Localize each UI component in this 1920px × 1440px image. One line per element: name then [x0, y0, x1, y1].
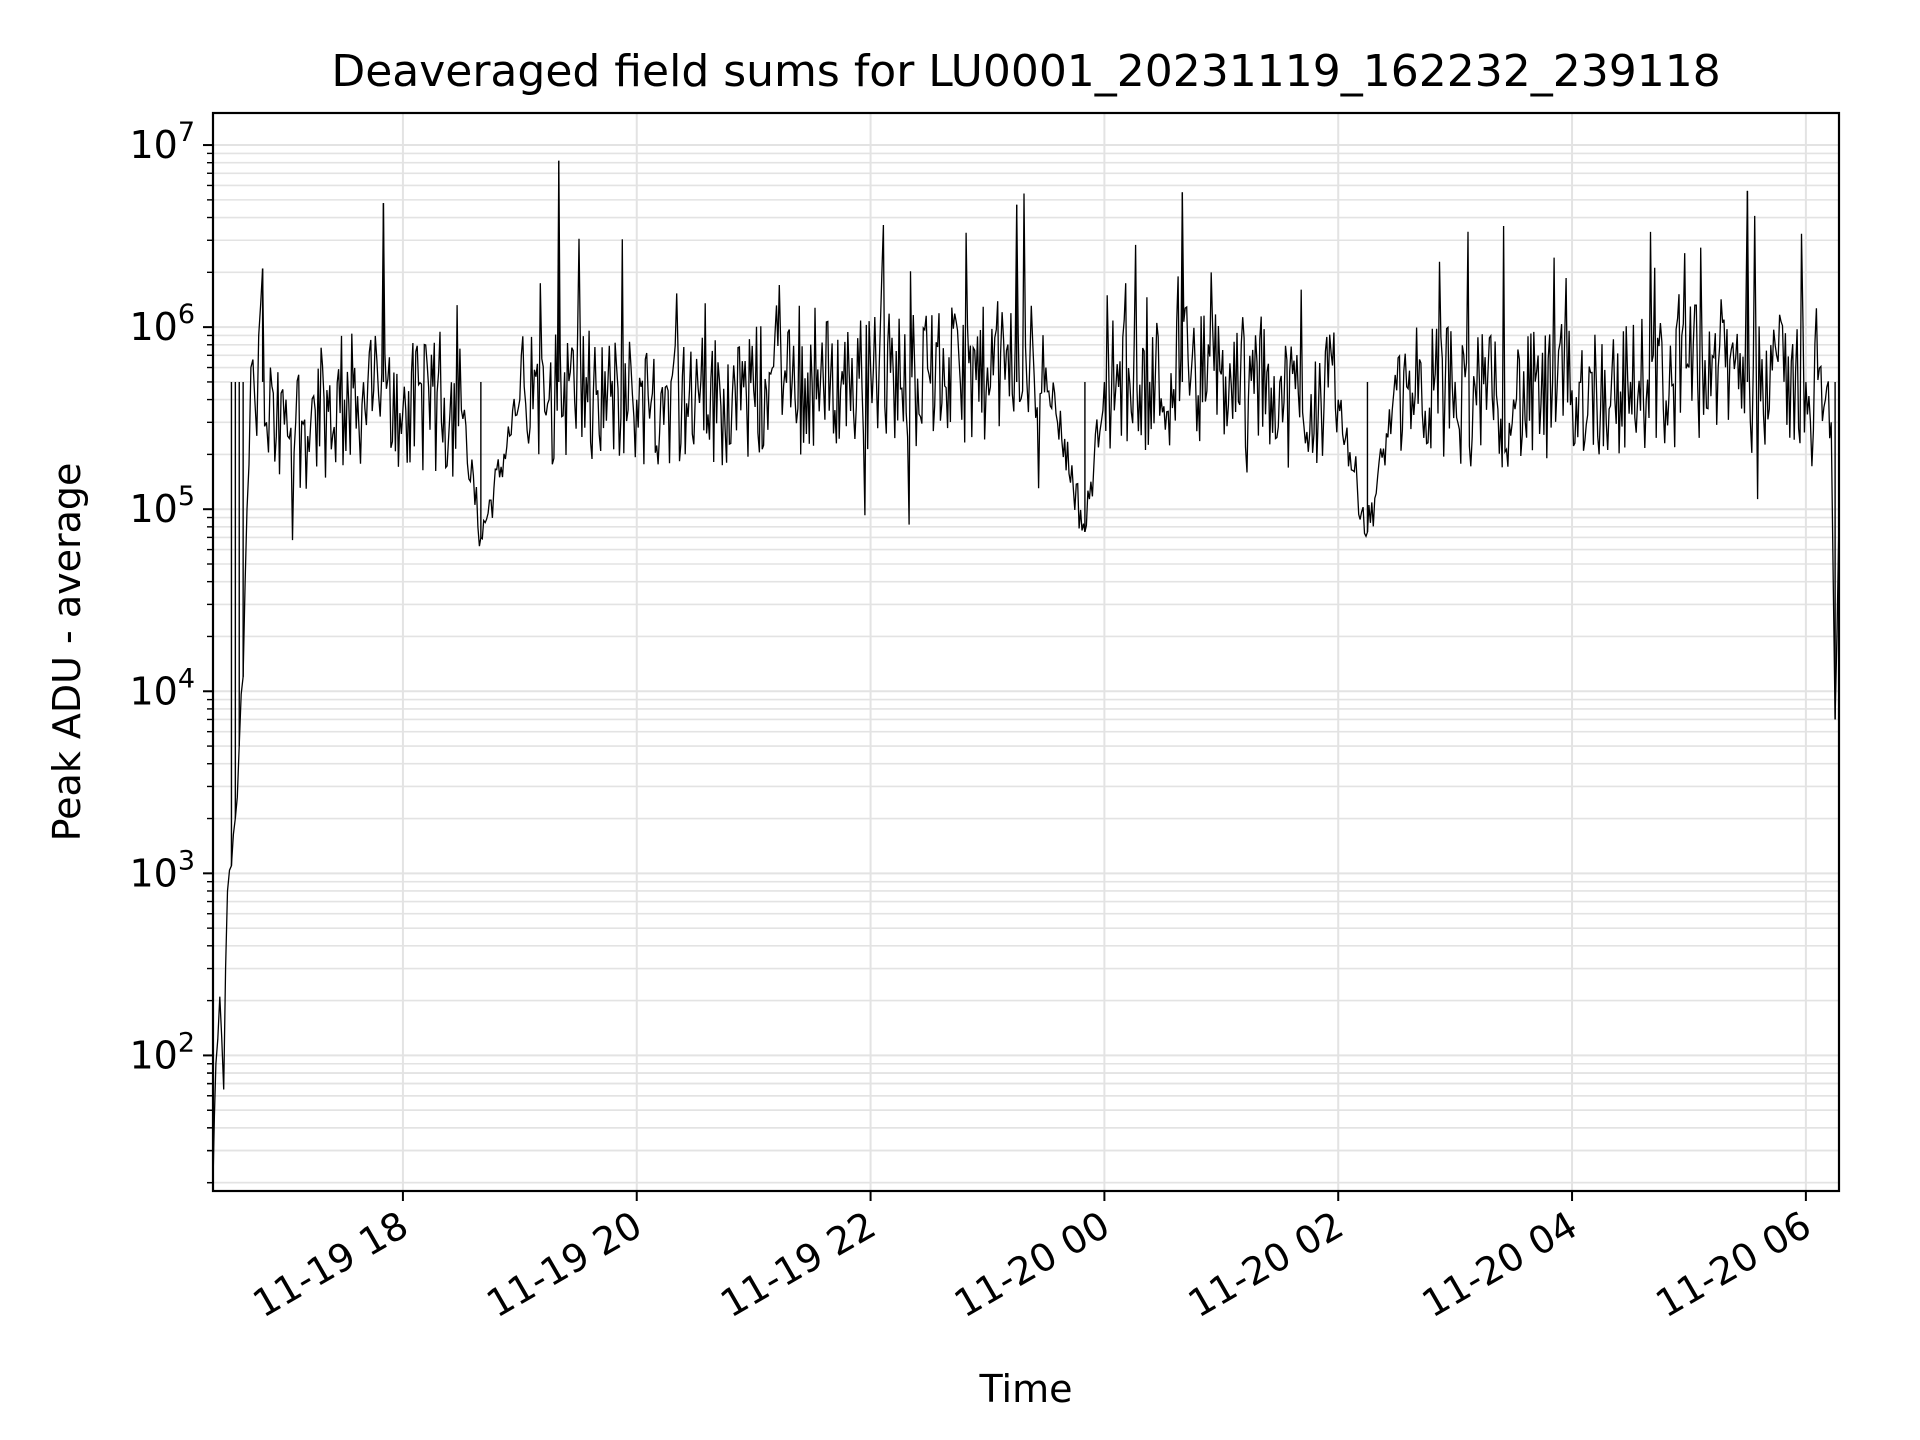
grid-layer [213, 113, 1839, 1191]
x-axis-label: Time [979, 1367, 1073, 1411]
y-tick-label: 105 [129, 481, 195, 531]
chart-title: Deaveraged field sums for LU0001_2023111… [331, 46, 1720, 97]
y-tick-label: 106 [129, 299, 195, 349]
y-tick-label: 104 [129, 663, 195, 713]
y-tick-label: 102 [129, 1027, 195, 1077]
series-line [212, 160, 1840, 1183]
plot-frame [211, 111, 1841, 1193]
data-layer [212, 160, 1840, 1183]
y-axis-label: Peak ADU - average [45, 463, 89, 842]
y-tick-label: 103 [129, 845, 195, 895]
y-tick-label: 107 [129, 117, 195, 167]
